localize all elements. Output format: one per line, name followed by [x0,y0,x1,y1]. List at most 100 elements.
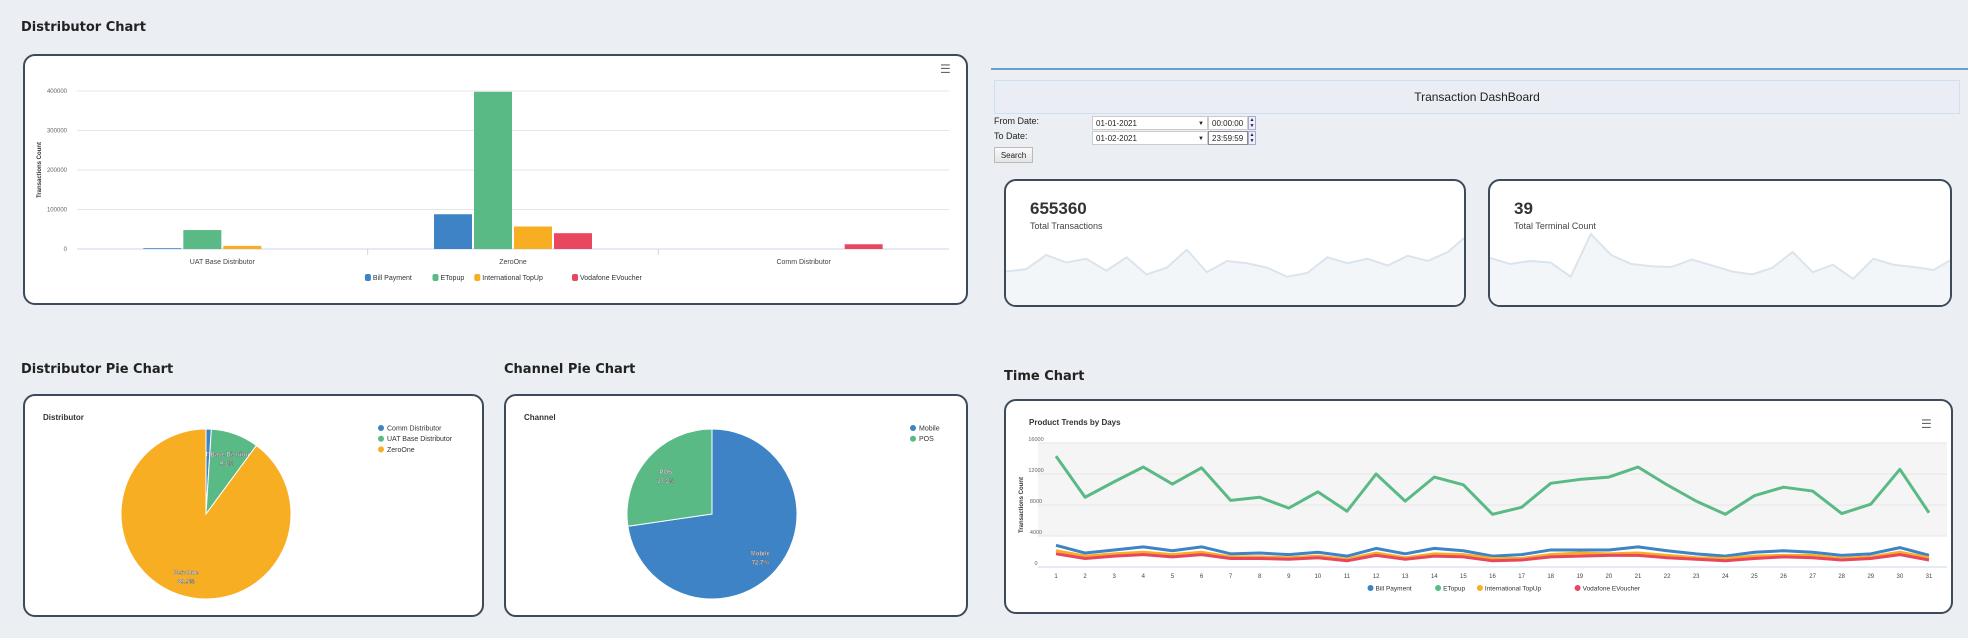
legend-item: Bill Payment [373,275,412,282]
search-button[interactable]: Search [994,147,1033,163]
x-tick-label: 15 [1460,574,1467,580]
x-tick-label: 24 [1722,574,1729,580]
y-tick-label: 0 [64,247,68,253]
x-tick-label: 4 [1142,574,1146,580]
to-date-label: To Date: [994,131,1028,141]
pie-data-label-name: UAT Base Distributor [197,452,258,458]
legend-item: Mobile [919,426,940,433]
total-terminal-label: Total Terminal Count [1514,221,1596,231]
x-tick-label: ZeroOne [499,259,527,266]
distributor-pie-heading: Distributor Pie Chart [21,362,174,377]
legend-swatch [378,425,384,431]
x-tick-label: 29 [1867,574,1874,580]
x-tick-label: 11 [1344,574,1351,580]
chart-menu-icon[interactable]: ☰ [1921,417,1932,431]
total-transactions-value: 655360 [1030,199,1087,218]
y-tick-label: 16000 [1028,437,1043,443]
time-chart-heading: Time Chart [1004,369,1085,384]
bar-bill-payment [143,248,182,249]
x-tick-label: 26 [1780,574,1787,580]
sparkline [1490,232,1950,281]
x-tick-label: 13 [1402,574,1409,580]
bar-international-topup [514,226,552,249]
bar-etopup [183,230,222,249]
from-date-input[interactable]: 01-01-2021 ▼ [1092,116,1208,130]
to-time-input[interactable]: 23:59:59 [1208,131,1248,145]
x-tick-label: 1 [1054,574,1058,580]
to-date-input[interactable]: 01-02-2021 ▼ [1092,131,1208,145]
x-tick-label: 8 [1258,574,1262,580]
y-axis-title: Transactions Count [37,142,43,198]
legend-item: ETopup [1443,586,1465,593]
channel-pie-chart: Channel Mobile 72.7% Mobile POS 27.3% POS [504,394,968,617]
legend-item: Comm Distributor [387,426,442,433]
legend-item: ZeroOne [387,447,415,454]
pie-data-label-value: 27.3% [657,479,675,485]
x-tick-label: 22 [1664,574,1671,580]
x-tick-label: 5 [1171,574,1175,580]
from-time-spinner[interactable]: ▲ ▼ [1248,116,1256,130]
x-tick-label: 9 [1287,574,1291,580]
distributor-bar-chart: 0 100000 200000 300000 400000 Transactions Co… [23,54,968,305]
chart-menu-icon[interactable]: ☰ [940,62,951,76]
to-date-value: 01-02-2021 [1096,134,1137,143]
line-series-vodafone-evoucher [1055,552,1930,563]
legend-item: Vodafone EVoucher [580,275,643,282]
x-tick-label: 10 [1315,574,1322,580]
y-tick-label: 200000 [47,168,68,174]
y-tick-label: 100000 [47,208,68,214]
y-tick-label: 4000 [1030,530,1042,536]
y-tick-label: 0 [1034,561,1037,567]
legend-item: POS [919,436,934,443]
to-time-spinner[interactable]: ▲ ▼ [1248,131,1256,145]
sparkline-area [1006,238,1464,305]
legend-item: Bill Payment [1376,586,1412,593]
pie-data-label-name: POS [659,470,672,476]
x-tick-label: 31 [1926,574,1933,580]
from-time-input[interactable]: 00:00:00 [1208,116,1248,130]
x-tick-label: 18 [1547,574,1554,580]
legend-swatch [572,274,578,281]
total-transactions-card: 655360 Total Transactions [1004,179,1466,307]
x-tick-label: 28 [1838,574,1845,580]
total-transactions-label: Total Transactions [1030,221,1103,231]
dropdown-caret-icon: ▼ [1198,121,1204,127]
legend-item: International TopUp [482,275,543,282]
legend-item: ETopup [441,275,465,282]
x-tick-label: 16 [1489,574,1496,580]
x-tick-label: Comm Distributor [776,259,831,266]
x-tick-label: 14 [1431,574,1438,580]
legend-item: Vodafone EVoucher [1583,586,1641,593]
pie-data-label-value: 9.1% [220,461,234,467]
legend-swatch [364,274,371,281]
y-tick-label: 8000 [1030,499,1042,505]
distributor-chart-heading: Distributor Chart [21,20,146,35]
legend-swatch [474,274,481,281]
total-terminal-value: 39 [1514,199,1533,218]
x-tick-label: 7 [1229,574,1233,580]
dropdown-caret-icon: ▼ [1198,136,1204,142]
y-tick-label: 12000 [1028,468,1043,474]
sparkline [1006,236,1464,278]
legend-swatch [1574,585,1581,591]
x-tick-label: 19 [1576,574,1583,580]
pie-data-label-value: 89.9% [178,580,196,586]
dashboard-title: Transaction DashBoard [994,80,1960,114]
chart-title: Channel [524,413,556,422]
x-tick-label: 23 [1693,574,1700,580]
bar-vodafone-evoucher [554,233,592,249]
legend-swatch [1367,585,1374,591]
time-line-chart: Product Trends by Days 0 4000 8000 12000 1600… [1004,399,1953,614]
y-axis-title: Transactions Count [1019,477,1025,533]
x-tick-label: 21 [1635,574,1642,580]
legend-item: UAT Base Distributor [387,436,453,443]
x-tick-label: 27 [1809,574,1816,580]
from-date-value: 01-01-2021 [1096,119,1137,128]
line-series-international-topup [1055,549,1930,561]
line-series-bill-payment [1055,543,1930,558]
bar-etopup [474,91,512,249]
legend-swatch [1435,585,1442,591]
x-tick-label: 25 [1751,574,1758,580]
x-tick-label: 17 [1518,574,1525,580]
legend-swatch [1476,585,1483,591]
